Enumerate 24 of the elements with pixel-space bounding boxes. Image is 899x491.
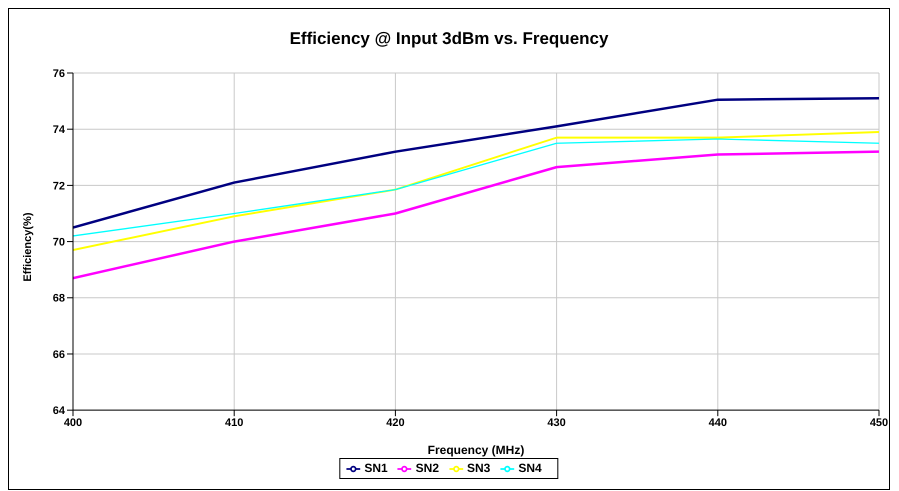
- y-axis-title: Efficiency(%): [22, 212, 34, 282]
- y-tick-label: 70: [52, 236, 65, 248]
- legend-label: SN4: [518, 461, 542, 476]
- y-tick-label: 68: [52, 292, 65, 305]
- chart-title: Efficiency @ Input 3dBm vs. Frequency: [288, 29, 610, 49]
- x-tick-label: 430: [547, 416, 566, 429]
- legend-label: SN3: [467, 461, 490, 476]
- legend-label: SN1: [364, 461, 388, 476]
- x-tick-label: 440: [708, 416, 727, 429]
- line-series: [73, 97, 879, 229]
- y-tick-label: 72: [52, 180, 65, 192]
- x-tick-label: 420: [386, 416, 405, 429]
- line-series: [73, 138, 879, 237]
- y-tick-label: 74: [52, 124, 66, 136]
- x-tick-label: 410: [225, 416, 244, 429]
- x-tick-label: 400: [64, 416, 82, 429]
- y-tick-label: 66: [52, 348, 65, 361]
- y-tick-label: 64: [52, 405, 66, 418]
- line-series: [73, 131, 879, 251]
- x-axis-title: Frequency (MHz): [428, 443, 524, 458]
- line-series: [73, 150, 879, 280]
- y-tick-label: 76: [52, 68, 65, 80]
- x-tick-label: 450: [870, 416, 888, 429]
- legend-label: SN2: [416, 461, 439, 476]
